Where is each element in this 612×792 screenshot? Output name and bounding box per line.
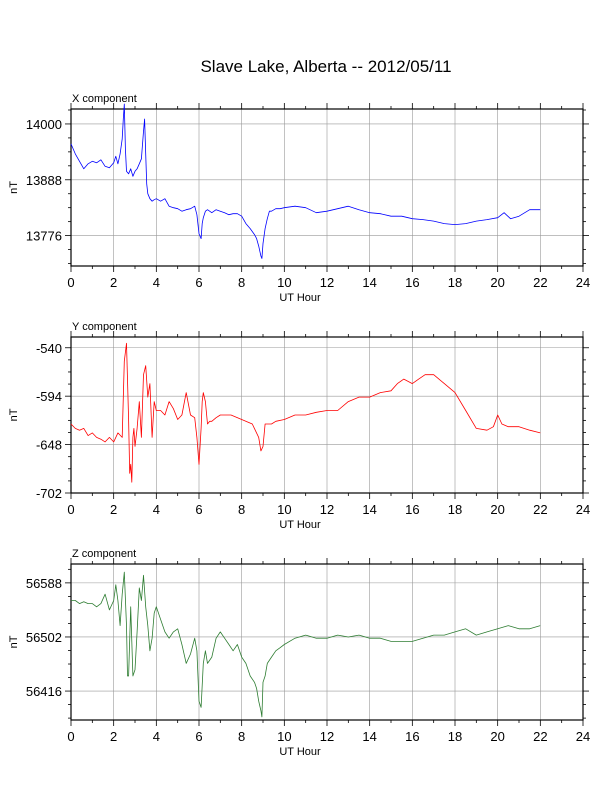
panel-3-x-tick-label: 4: [153, 729, 160, 744]
panel-2-x-tick-label: 16: [405, 502, 419, 517]
panel-3-y-tick-label: 56588: [26, 576, 62, 591]
panel-3-x-axis-label: UT Hour: [279, 746, 321, 758]
page-title: Slave Lake, Alberta -- 2012/05/11: [200, 57, 452, 76]
panel-1-x-tick-label: 4: [153, 275, 160, 290]
panel-2-y-tick-label: -540: [36, 341, 62, 356]
panel-1-frame: [70, 108, 584, 267]
panel-3-x-tick-label: 6: [195, 729, 202, 744]
panel-3-y-tick-label: 56416: [26, 684, 62, 699]
panel-3-x-tick-label: 20: [490, 729, 504, 744]
panel-2-y-tick-label: -702: [36, 486, 62, 501]
panel-3-x-tick-label: 2: [110, 729, 117, 744]
panel-1-x-tick-label: 16: [405, 275, 419, 290]
panel-1-x-tick-label: 12: [320, 275, 334, 290]
panel-1-series-line-1: [70, 103, 541, 259]
panel-2-x-tick-label: 12: [320, 502, 334, 517]
panel-3-x-tick-label: 12: [320, 729, 334, 744]
panel-1-y-tick-label: 13776: [26, 229, 62, 244]
panel-3-x-tick-label: 18: [448, 729, 462, 744]
panel-1-x-tick-label: 18: [448, 275, 462, 290]
panel-2-frame: [70, 336, 584, 494]
panel-1-y-tick-label: 14000: [26, 117, 62, 132]
panel-1-x-axis-label: UT Hour: [279, 292, 321, 304]
panel-2-y-tick-label: -594: [36, 389, 62, 404]
panel-2-x-tick-label: 24: [576, 502, 590, 517]
panel-1-x-tick-label: 20: [490, 275, 504, 290]
panel-1-x-tick-label: 0: [67, 275, 74, 290]
panel-2-x-tick-label: 6: [195, 502, 202, 517]
panel-2-series-line-1: [70, 342, 541, 483]
panel-3-y-axis-label: nT: [8, 635, 20, 648]
panel-1-x-tick-label: 24: [576, 275, 590, 290]
panel-3-x-tick-label: 0: [67, 729, 74, 744]
panel-3-x-tick-label: 24: [576, 729, 590, 744]
panel-3-title: Z component: [72, 548, 136, 560]
panel-3-series-line-1: [71, 571, 541, 718]
panel-3-x-tick-label: 22: [533, 729, 547, 744]
panel-3-x-tick-label: 16: [405, 729, 419, 744]
panel-1-x-tick-label: 22: [533, 275, 547, 290]
panel-3-x-tick-label: 14: [362, 729, 376, 744]
panel-1-y-tick-label: 13888: [26, 173, 62, 188]
panel-3-frame: [70, 563, 584, 721]
panel-1-x-tick-label: 14: [362, 275, 376, 290]
panel-2-x-tick-label: 10: [277, 502, 291, 517]
panel-2-x-axis-label: UT Hour: [279, 519, 321, 531]
panel-2-x-tick-label: 14: [362, 502, 376, 517]
panel-1-y-axis-label: nT: [8, 181, 20, 194]
panel-2-x-tick-label: 20: [490, 502, 504, 517]
panel-2-x-tick-label: 4: [153, 502, 160, 517]
panel-3-x-tick-label: 8: [238, 729, 245, 744]
panel-2-x-tick-label: 8: [238, 502, 245, 517]
panel-2-y-tick-label: -648: [36, 438, 62, 453]
panel-3-x-tick-label: 10: [277, 729, 291, 744]
panel-1-x-tick-label: 8: [238, 275, 245, 290]
panel-1-x-tick-label: 10: [277, 275, 291, 290]
panel-2-x-tick-label: 18: [448, 502, 462, 517]
panel-1-title: X component: [72, 93, 137, 105]
panel-2-title: Y component: [72, 321, 137, 333]
panel-2-x-tick-label: 22: [533, 502, 547, 517]
panel-2-x-tick-label: 2: [110, 502, 117, 517]
panel-1-x-tick-label: 6: [195, 275, 202, 290]
panel-2-x-tick-label: 0: [67, 502, 74, 517]
panel-1-x-tick-label: 2: [110, 275, 117, 290]
panel-2-y-axis-label: nT: [8, 408, 20, 421]
panel-3-y-tick-label: 56502: [26, 630, 62, 645]
